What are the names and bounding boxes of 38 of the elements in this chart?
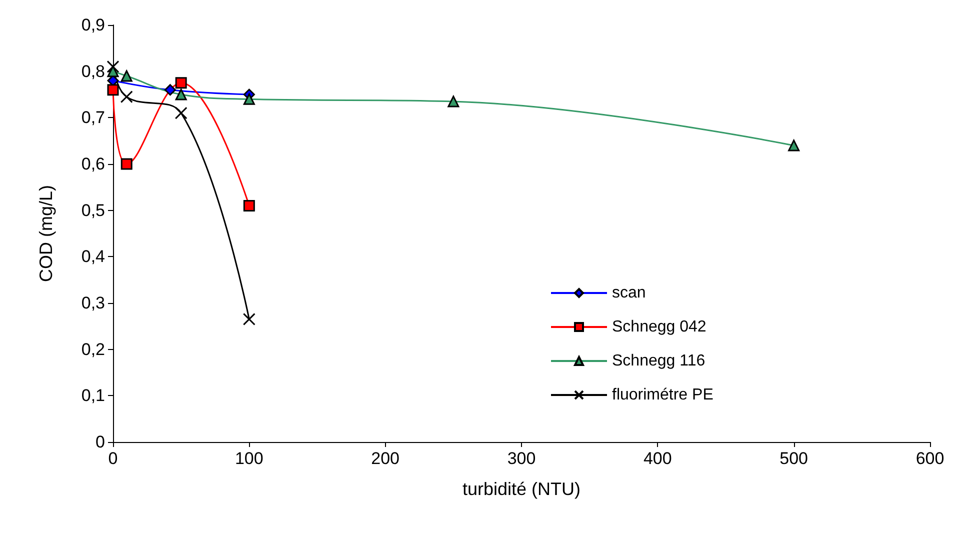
y-tick-label: 0,1 (81, 386, 105, 406)
x-tick-label: 500 (780, 449, 808, 468)
point (106, 60, 120, 73)
y-tick-label: 0,7 (81, 108, 105, 128)
point (120, 90, 133, 104)
x-tick-label: 300 (507, 449, 536, 468)
y-tick-label: 0,6 (81, 154, 105, 174)
point (243, 200, 255, 212)
point (175, 77, 187, 89)
point (120, 158, 132, 170)
point (448, 96, 460, 108)
point (107, 66, 119, 78)
legend-label: scan (612, 284, 646, 302)
x-tick-label: 400 (643, 449, 672, 468)
legend-label: Schnegg 116 (612, 352, 706, 370)
y-tick-label: 0,4 (81, 247, 105, 266)
y-tick-label: 0,9 (81, 16, 105, 34)
point (107, 84, 119, 96)
point (120, 70, 132, 82)
x-tick-label: 200 (371, 449, 400, 468)
point (242, 312, 256, 326)
point (164, 84, 176, 96)
y-tick-label: 0,2 (81, 340, 105, 359)
x-tick-label: 100 (234, 449, 264, 468)
point (788, 140, 800, 152)
point (175, 88, 187, 100)
y-tick-label: 0,8 (81, 62, 105, 81)
legend-label: Schnegg 042 (612, 318, 706, 336)
y-tick-label: 0 (96, 432, 105, 452)
x-tick-label: 0 (108, 449, 118, 468)
y-tick-label: 0,3 (81, 294, 105, 312)
legend-label: fluorimétre PE (612, 386, 714, 404)
point (174, 106, 188, 120)
y-axis-title: COD (mg/L) (36, 184, 56, 282)
x-axis-title: turbidité (NTU) (462, 479, 581, 499)
point (243, 93, 255, 105)
x-tick-label: 600 (916, 449, 944, 468)
y-tick-label: 0,5 (81, 200, 105, 220)
